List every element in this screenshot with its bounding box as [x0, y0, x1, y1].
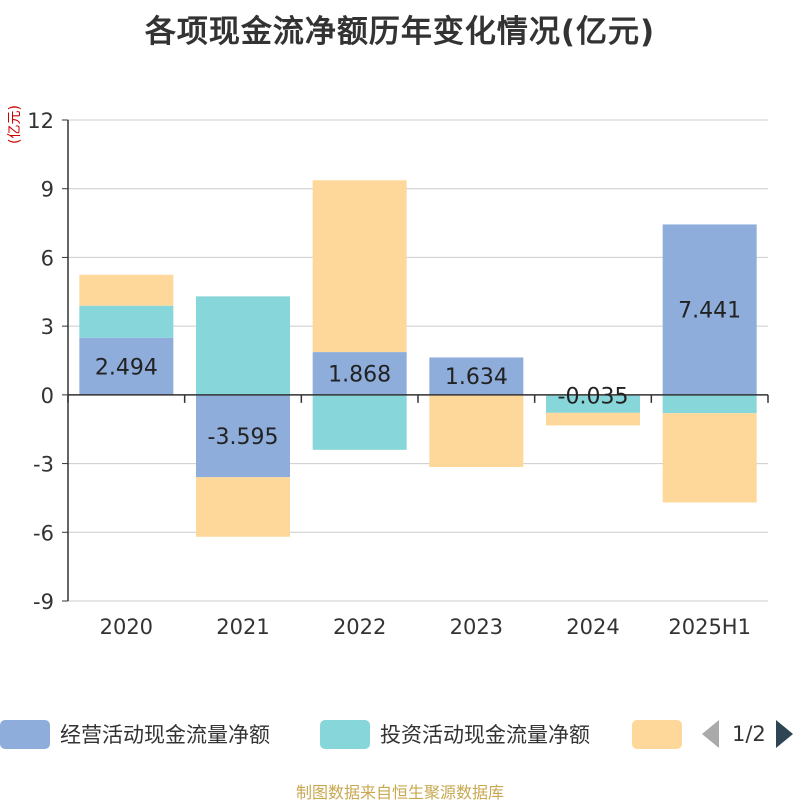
legend-swatch-operating — [0, 719, 50, 749]
x-category-label-2022: 2022 — [333, 615, 386, 639]
legend-label-operating: 经营活动现金流量净额 — [60, 723, 270, 747]
legend-prev-page-icon[interactable] — [702, 720, 719, 748]
bar-segment-series-0-2025H1 — [662, 224, 757, 395]
legend-item-investing[interactable]: 投资活动现金流量净额 — [320, 718, 590, 750]
legend-pager: 1/2 — [702, 718, 793, 750]
bar-segment-series-0-2022 — [312, 352, 407, 395]
data-label-2021: -3.595 — [208, 425, 279, 450]
y-tick-label: -3 — [33, 453, 54, 477]
data-label-2025H1: 7.441 — [678, 299, 741, 324]
bar-segment-series-2-2025H1 — [662, 413, 757, 503]
x-category-label-2021: 2021 — [216, 615, 269, 639]
bar-segment-series-1-2025H1 — [662, 394, 757, 414]
bar-segment-series-2-2021 — [196, 477, 290, 537]
bar-segment-series-2-2022 — [312, 180, 407, 353]
bar-segment-series-0-2020 — [79, 337, 174, 395]
bar-segment-series-2-2020 — [79, 274, 174, 306]
x-category-label-2020: 2020 — [100, 615, 153, 639]
y-tick-label: -6 — [33, 521, 54, 545]
bar-segment-series-0-2021 — [196, 394, 290, 478]
y-tick-label: 0 — [41, 384, 54, 408]
y-tick-label: 9 — [41, 178, 54, 202]
x-category-label-2023: 2023 — [450, 615, 503, 639]
data-label-2020: 2.494 — [95, 355, 158, 380]
bar-segment-series-1-2020 — [79, 305, 174, 338]
legend: 经营活动现金流量净额 投资活动现金流量净额 — [0, 718, 800, 750]
legend-item-financing[interactable] — [632, 718, 682, 750]
y-tick-label: 3 — [41, 315, 54, 339]
bar-segment-series-0-2023 — [429, 357, 524, 395]
bar-segment-series-1-2021 — [196, 296, 290, 395]
legend-item-operating[interactable]: 经营活动现金流量净额 — [0, 718, 270, 750]
legend-label-investing: 投资活动现金流量净额 — [380, 723, 590, 747]
bar-segment-series-2-2023 — [429, 394, 524, 468]
data-source-note: 制图数据来自恒生聚源数据库 — [295, 783, 504, 802]
legend-swatch-investing — [320, 719, 370, 749]
legend-next-page-icon[interactable] — [775, 720, 793, 748]
chart-title: 各项现金流净额历年变化情况(亿元) — [144, 14, 656, 50]
x-category-label-2025H1: 2025H1 — [668, 615, 751, 639]
y-tick-label: 6 — [41, 246, 54, 270]
y-tick-label: 12 — [27, 109, 54, 133]
legend-swatch-financing — [632, 719, 682, 749]
data-label-2023: 1.634 — [445, 365, 508, 390]
x-category-label-2024: 2024 — [566, 615, 619, 639]
bar-chart: 12 9 6 3 0 -3 -6 -9 2020 2021 2022 2023 2024 2025H1 2.… — [27, 109, 769, 639]
y-tick-label: -9 — [33, 590, 54, 614]
bar-segment-series-2-2024 — [546, 412, 640, 426]
data-label-2024: -0.035 — [558, 384, 629, 409]
bar-segment-series-1-2022 — [312, 394, 407, 450]
legend-page-indicator: 1/2 — [732, 722, 766, 746]
data-label-2022: 1.868 — [328, 362, 391, 387]
bar-segment-series-1-2024 — [546, 395, 640, 413]
